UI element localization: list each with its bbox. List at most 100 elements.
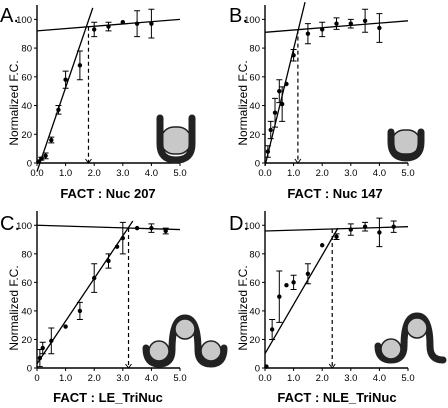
- panel-a-data-point: [63, 77, 68, 82]
- panel-a-x-tick-label: 4.0: [145, 168, 158, 179]
- panel-b-data-point: [305, 31, 311, 36]
- panel-c-x-tick-label: 1.0: [59, 373, 72, 384]
- panel-b-x-tick-label: 1.0: [287, 168, 300, 179]
- panel-d-data-point: [291, 280, 296, 285]
- panel-a: A. Normalized F.C. FACT : Nuc 207 0.0 1.0…: [0, 5, 196, 201]
- panel-a-data-point: [36, 159, 41, 164]
- panel-a-x-tick-label: 3.0: [116, 168, 129, 179]
- panel-a-intersection-arrow: [85, 158, 92, 164]
- panel-b-x-tick-label: 2.0: [316, 168, 329, 179]
- panel-d-data-point: [264, 364, 269, 369]
- panel-a-titration-fit-line: [36, 7, 94, 172]
- panel-c-plateau-fit-line: [36, 224, 181, 231]
- panel-b-data-point: [362, 18, 368, 23]
- panel-c-data-point: [114, 244, 120, 249]
- panel-b-data-point: [272, 110, 278, 115]
- panel-b-data-point: [377, 25, 382, 31]
- panel-b-y-tick-label: 0: [255, 159, 260, 170]
- panel-d-y-tick-label: 20: [249, 335, 260, 346]
- panel-b-data-point: [284, 81, 289, 87]
- panel-d-x-axis-label: FACT : NLE_TriNuc: [277, 390, 396, 405]
- panel-d-data-point: [334, 234, 339, 239]
- panel-c-x-tick-label: 0: [34, 373, 39, 384]
- panel-a-data-point: [49, 137, 54, 143]
- panel-a-data-point: [120, 20, 126, 25]
- panel-d-data-point: [348, 227, 353, 232]
- panel-b-data-point: [334, 21, 339, 26]
- panel-d-y-tick-label: 80: [249, 249, 260, 260]
- panel-b-data-point: [268, 127, 273, 133]
- panel-a-data-point: [92, 27, 97, 32]
- panel-a-data-point: [43, 153, 48, 159]
- panel-a-data-point: [134, 21, 140, 26]
- panel-c-data-point: [163, 228, 168, 234]
- panel-b-x-tick-label: 4.0: [373, 168, 386, 179]
- panel-b-intersection-arrow: [294, 158, 302, 164]
- panel-a-nucleosome-icon: [156, 114, 196, 164]
- panel-b-x-tick-label: 3.0: [344, 168, 357, 179]
- panel-c-y-tick-label: 0: [27, 364, 32, 375]
- panel-d-intersection-arrow: [328, 363, 336, 369]
- panel-c-data-point: [134, 225, 140, 231]
- panel-a-y-tick-label: 100: [16, 15, 32, 26]
- panel-c-x-tick-label: 2.0: [88, 373, 101, 384]
- panel-c-x-tick-label: 5.0: [173, 373, 186, 384]
- panel-b-data-point: [291, 53, 296, 58]
- panel-c-y-tick-label: 20: [21, 335, 32, 346]
- panel-d-y-tick-label: 40: [249, 306, 260, 317]
- panel-c-y-tick-label: 40: [21, 306, 32, 317]
- panel-d-data-point: [277, 294, 282, 299]
- panel-d-x-tick-label: 4.0: [373, 373, 386, 384]
- panel-a-y-axis-label: Normalized F.C.: [7, 60, 21, 145]
- panel-d-y-tick-label: 60: [249, 278, 260, 289]
- panel-b-data-point: [320, 27, 325, 32]
- panel-c-data-point: [106, 258, 111, 264]
- panel-d-data-point: [269, 327, 275, 332]
- panel-d-x-tick-label: 5.0: [401, 373, 414, 384]
- panel-d: D. Normalized F.C. FACT : NLE_TriNuc 0.0…: [229, 211, 447, 405]
- panel-a-x-tick-label: 0.0: [30, 168, 43, 179]
- panel-d-x-tick-label: 1.0: [287, 373, 300, 384]
- panel-b-x-tick-label: 0.0: [258, 168, 271, 179]
- panel-b-y-tick-label: 40: [249, 101, 260, 112]
- panel-c-x-tick-label: 3.0: [116, 373, 129, 384]
- panel-a-x-tick-label: 5.0: [173, 168, 186, 179]
- panel-d-data-point: [320, 243, 325, 248]
- panel-c-x-tick-label: 4.0: [145, 373, 158, 384]
- panel-c-x-axis-label: FACT : LE_TriNuc: [53, 390, 163, 405]
- panel-a-data-point: [77, 63, 83, 68]
- panel-b-data-point: [277, 88, 282, 94]
- panel-c: C. Normalized F.C. FACT : LE_TriNuc 0 1.0…: [0, 211, 228, 405]
- panel-c-y-axis-label: Normalized F.C.: [7, 265, 21, 350]
- panel-b-y-tick-label: 100: [244, 15, 260, 26]
- panel-c-y-tick-label: 100: [16, 221, 32, 232]
- panel-b-y-tick-label: 80: [249, 44, 260, 55]
- panel-b-data-point: [348, 21, 353, 26]
- panel-a-letter: A.: [0, 5, 19, 27]
- panel-a-data-point: [149, 21, 154, 26]
- panel-c-trinucleosome-icon: [142, 314, 228, 368]
- panel-c-letter: C.: [0, 213, 20, 235]
- panel-a-data-point: [39, 156, 44, 161]
- panel-d-data-point: [305, 271, 311, 276]
- panel-b: B. Normalized F.C. FACT : Nuc 147 0.0 1.0…: [229, 1, 425, 201]
- panel-c-data-point: [149, 225, 154, 231]
- panel-d-titration-fit-line: [264, 227, 339, 355]
- panel-c-data-point: [77, 308, 83, 314]
- panel-a-data-point: [106, 24, 111, 29]
- panel-d-y-tick-label: 100: [244, 221, 260, 232]
- panel-d-data-point: [377, 230, 382, 235]
- panel-b-y-tick-label: 20: [249, 130, 260, 141]
- panel-c-data-point: [63, 324, 68, 329]
- panel-b-x-axis-label: FACT : Nuc 147: [287, 186, 382, 201]
- panel-d-x-tick-label: 3.0: [344, 373, 357, 384]
- panel-a-x-tick-label: 1.0: [59, 168, 72, 179]
- panel-a-y-tick-label: 60: [21, 72, 32, 83]
- panel-a-x-tick-label: 2.0: [88, 168, 101, 179]
- panel-a-x-axis-label: FACT : Nuc 207: [60, 186, 155, 201]
- panel-b-y-axis-label: Normalized F.C.: [236, 60, 250, 145]
- panel-d-y-axis-label: Normalized F.C.: [236, 265, 250, 350]
- panel-d-trinucleosome-icon: [374, 312, 447, 364]
- panel-d-letter: D.: [229, 213, 249, 235]
